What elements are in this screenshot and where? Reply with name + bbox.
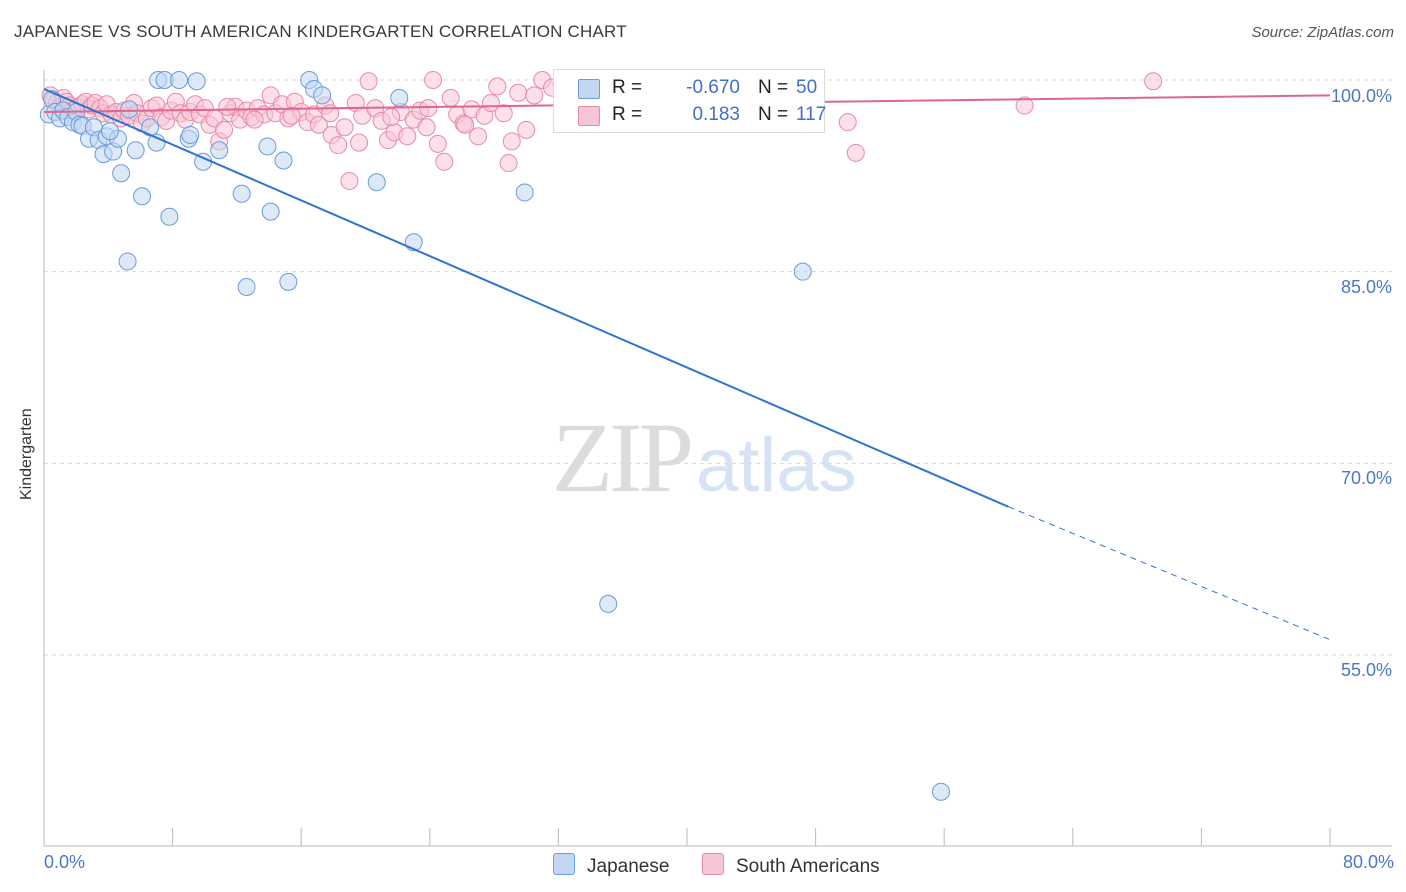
south-american-point (340, 171, 359, 190)
legend-n-value: 117 (796, 104, 827, 125)
south-american-point (488, 77, 507, 96)
south-american-point (428, 134, 447, 153)
source-label: Source: ZipAtlas.com (1251, 24, 1394, 41)
legend-r-value: 0.183 (692, 104, 740, 125)
south-american-point (382, 108, 401, 127)
japanese-point (147, 133, 166, 152)
south-american-point (417, 118, 436, 137)
south-american-point (846, 143, 865, 162)
x-tick-label: 0.0% (44, 852, 86, 872)
legend-n-label: N = (758, 77, 789, 98)
south-american-point (335, 118, 354, 137)
japanese-point (261, 202, 280, 221)
south-american-point (215, 120, 234, 139)
south-american-point (329, 136, 348, 155)
south-american-point (469, 127, 488, 146)
south-american-point (398, 127, 417, 146)
south-american-point (359, 72, 378, 91)
south-american-point (494, 104, 513, 123)
south-american-point (509, 83, 528, 102)
japanese-point (390, 88, 409, 107)
japanese-point (210, 141, 229, 160)
south-american-point (838, 113, 857, 132)
south-american-point (245, 110, 264, 129)
south-american-point (350, 133, 369, 152)
japanese-point (793, 262, 812, 281)
legend-label: South Americans (736, 856, 880, 877)
legend-label: Japanese (587, 856, 670, 877)
south-american-swatch (578, 106, 600, 126)
watermark-zip: ZIP (552, 402, 694, 513)
south-american-point (456, 115, 475, 134)
south-american-point (502, 132, 521, 151)
legend-r-value: -0.670 (686, 77, 740, 98)
japanese-point (126, 141, 145, 160)
japanese-point (367, 173, 386, 192)
south-american-point (309, 115, 328, 134)
japanese-point (313, 86, 332, 105)
japanese-point (100, 122, 119, 141)
japanese-point (279, 272, 298, 291)
legend-r-label: R = (612, 104, 643, 125)
japanese-trend-line (43, 88, 1009, 508)
japanese-point (931, 782, 950, 801)
legend-item-south-american[interactable]: South Americans (702, 853, 880, 878)
watermark-atlas: atlas (696, 423, 857, 508)
japanese-point (118, 252, 137, 271)
south-american-point (441, 88, 460, 107)
south-american-point (1144, 72, 1163, 91)
japanese-point (599, 594, 618, 613)
south-american-legend-swatch (702, 853, 724, 875)
japanese-point (160, 207, 179, 226)
japanese-point (515, 183, 534, 202)
japanese-point (170, 71, 189, 89)
japanese-point (112, 164, 131, 183)
japanese-points (39, 71, 950, 801)
south-american-point (218, 97, 237, 116)
south-american-point (517, 120, 536, 139)
south-american-point (424, 71, 443, 89)
legend-n-value: 50 (796, 77, 818, 98)
japanese-trend-extension (1008, 506, 1331, 641)
south-american-point (525, 86, 544, 105)
y-tick-label: 70.0% (1340, 468, 1392, 488)
south-american-point (481, 94, 500, 112)
japanese-point (258, 137, 277, 156)
japanese-point (181, 125, 200, 144)
japanese-point (120, 100, 139, 119)
south-american-point (282, 106, 301, 125)
legend-item-japanese[interactable]: Japanese (553, 853, 669, 878)
legend-n-label: N = (758, 104, 789, 125)
y-tick-label: 100.0% (1330, 86, 1392, 106)
y-tick-label: 85.0% (1340, 277, 1392, 297)
grid-lines (44, 79, 1392, 656)
japanese-point (187, 72, 206, 91)
south-american-point (1015, 96, 1034, 115)
x-tick-label: 80.0% (1342, 852, 1394, 872)
y-tick-label: 55.0% (1340, 660, 1392, 680)
south-american-point (435, 152, 454, 171)
trend-lines (43, 88, 1331, 641)
south-american-point (419, 99, 438, 118)
y-axis-label: Kindergarten (18, 408, 35, 500)
japanese-point (237, 278, 256, 296)
legend-r-label: R = (612, 77, 643, 98)
chart-title: JAPANESE VS SOUTH AMERICAN KINDERGARTEN … (14, 22, 627, 41)
japanese-point (232, 184, 251, 203)
japanese-point (274, 151, 293, 170)
watermark: ZIPatlas (552, 400, 857, 515)
south-american-point (499, 154, 518, 173)
japanese-legend-swatch (553, 853, 575, 875)
stats-legend: R = -0.670 N = 50 R = 0.183 N = 117 (553, 69, 827, 133)
axes (43, 70, 1392, 847)
japanese-point (133, 187, 152, 206)
japanese-swatch (578, 79, 600, 99)
